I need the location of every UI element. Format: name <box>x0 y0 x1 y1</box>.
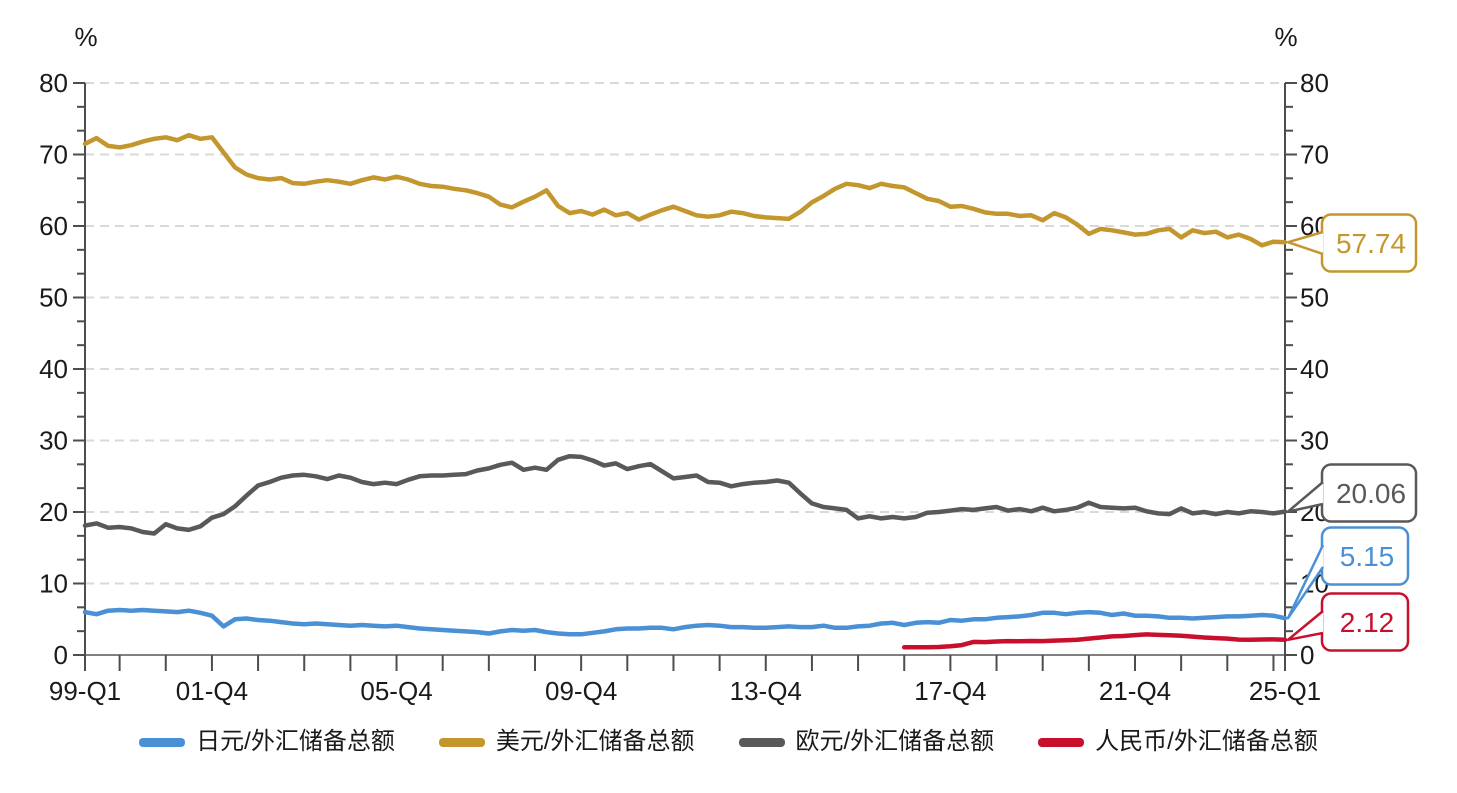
right-axis-unit-label: % <box>1274 22 1297 52</box>
usd-legend-label: 美元/外汇储备总额 <box>495 728 695 755</box>
cny-line-swatch <box>1038 737 1085 747</box>
y-axis-label-left: 40 <box>39 354 68 384</box>
y-axis-label-left: 30 <box>39 426 68 456</box>
x-axis-label: 17-Q4 <box>914 676 986 706</box>
y-axis-label-right: 80 <box>1300 68 1329 98</box>
chart-legend: 日元/外汇储备总额 美元/外汇储备总额 欧元/外汇储备总额 人民币/外汇储备总额 <box>0 728 1457 757</box>
eur-end-value-text: 20.06 <box>1336 478 1406 509</box>
usd-line-swatch <box>438 737 485 747</box>
x-axis-labels: 99-Q1 01-Q4 05-Q4 09-Q4 13-Q4 17-Q4 21-Q4 25-Q1 <box>49 676 1321 706</box>
legend-item-eur: 欧元/外汇储备总额 <box>738 728 995 757</box>
y-axis-label-left: 10 <box>39 569 68 599</box>
y-axis-label-left: 70 <box>39 140 68 170</box>
x-axis-label: 13-Q4 <box>730 676 802 706</box>
jpy-end-value-text: 5.15 <box>1340 541 1395 572</box>
legend-item-cny: 人民币/外汇储备总额 <box>1038 728 1318 757</box>
x-axis-label: 05-Q4 <box>360 676 432 706</box>
left-axis-unit-label: % <box>74 22 97 52</box>
y-axis-label-left: 50 <box>39 283 68 313</box>
gridlines <box>85 82 1285 585</box>
jpy-end-value-callout: 5.15 <box>1286 526 1410 620</box>
jpy-legend-label: 日元/外汇储备总额 <box>196 728 395 755</box>
eur-legend-label: 欧元/外汇储备总额 <box>795 728 995 755</box>
y-axis-label-right: 50 <box>1300 283 1329 313</box>
eur-end-value-callout: 20.06 <box>1286 463 1418 523</box>
x-axis-label: 21-Q4 <box>1099 676 1171 706</box>
legend-item-jpy: 日元/外汇储备总额 <box>139 728 395 757</box>
jpy-series-line <box>82 607 1288 637</box>
cny-legend-label: 人民币/外汇储备总额 <box>1095 728 1318 755</box>
cny-series-line <box>901 632 1288 650</box>
cny-end-value-callout: 2.12 <box>1286 592 1410 652</box>
x-axis-label: 25-Q1 <box>1249 676 1321 706</box>
y-axis-label-right: 40 <box>1300 354 1329 384</box>
usd-series-line <box>82 132 1288 248</box>
y-axis-label-right: 70 <box>1300 140 1329 170</box>
cny-end-value-text: 2.12 <box>1340 607 1395 638</box>
usd-end-value-text: 57.74 <box>1336 228 1406 259</box>
jpy-line-swatch <box>139 737 186 747</box>
y-axis-label-left: 80 <box>39 68 68 98</box>
y-axis-label-left: 60 <box>39 211 68 241</box>
y-axis-label-right: 0 <box>1300 640 1314 670</box>
x-axis-label: 01-Q4 <box>176 676 248 706</box>
legend-item-usd: 美元/外汇储备总额 <box>438 728 695 757</box>
x-axis-label: 99-Q1 <box>49 676 121 706</box>
y-axis-label-left: 0 <box>54 640 68 670</box>
y-axis-label-right: 30 <box>1300 426 1329 456</box>
y-axis-label-left: 20 <box>39 497 68 527</box>
eur-line-swatch <box>738 737 785 747</box>
x-axis-label: 09-Q4 <box>545 676 617 706</box>
eur-series-line <box>82 453 1288 536</box>
usd-end-value-callout: 57.74 <box>1286 213 1418 273</box>
